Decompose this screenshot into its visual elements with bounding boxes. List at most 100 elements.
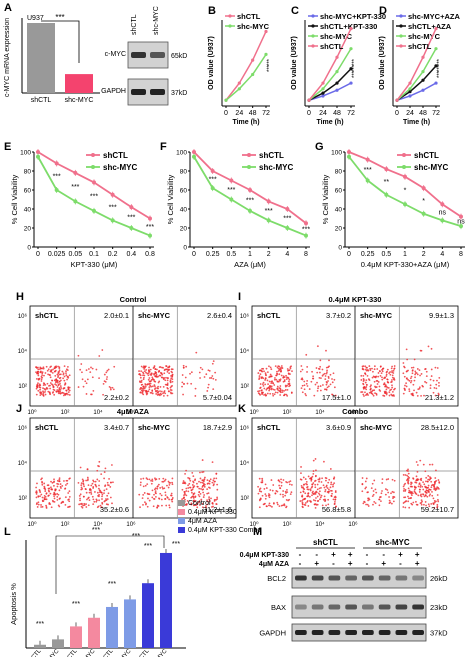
- blot-band: [412, 630, 424, 635]
- scatter-dot: [393, 388, 395, 391]
- scatter-dot: [40, 378, 43, 381]
- scatter-dot: [106, 484, 109, 486]
- scatter-dot: [140, 478, 142, 480]
- scatter-dot: [61, 484, 64, 487]
- scatter-dot: [288, 498, 291, 501]
- scatter-dot: [68, 495, 71, 498]
- x-tick-label: 10²: [283, 410, 292, 416]
- scatter-dot: [437, 392, 440, 395]
- scatter-dot: [306, 385, 309, 387]
- legend-entry: shCTL: [408, 42, 432, 51]
- scatter-dot: [413, 389, 415, 392]
- blot-group-label: shc-MYC: [375, 538, 409, 547]
- scatter-dot: [416, 464, 419, 466]
- scatter-dot: [168, 504, 171, 507]
- scatter-dot: [392, 369, 395, 372]
- scatter-dot: [94, 483, 97, 486]
- scatter-dot: [212, 505, 214, 508]
- scatter-dot: [202, 484, 205, 487]
- scatter-dot: [63, 387, 66, 389]
- scatter-dot: [147, 390, 150, 393]
- x-tick-label: 1: [248, 251, 252, 258]
- scatter-dot: [56, 379, 59, 382]
- scatter-dot: [182, 393, 184, 396]
- scatter-dot: [140, 365, 143, 368]
- scatter-dot: [92, 498, 95, 501]
- sig-marker: ***: [352, 70, 358, 78]
- scatter-dot: [280, 481, 283, 484]
- scatter-dot: [373, 479, 376, 482]
- scatter-dot: [429, 477, 432, 480]
- data-point: [421, 211, 426, 216]
- sig-marker: ***: [437, 70, 443, 78]
- series-line-2: [308, 48, 352, 101]
- scatter-dot: [334, 501, 336, 503]
- scatter-dot: [305, 353, 308, 356]
- scatter-dot: [79, 499, 81, 502]
- scatter-dot: [317, 385, 320, 388]
- blot-size-label: 23kD: [430, 603, 448, 612]
- scatter-dot: [328, 365, 330, 368]
- scatter-dot: [163, 391, 166, 393]
- scatter-dot: [300, 472, 302, 475]
- scatter-dot: [207, 500, 209, 503]
- scatter-dot: [166, 496, 169, 499]
- scatter-dot: [151, 376, 154, 379]
- sig-marker: ***: [283, 216, 291, 223]
- panel-letter-L: L: [4, 526, 11, 538]
- sig-marker: ***: [267, 64, 273, 72]
- bar-0: [27, 23, 55, 93]
- scatter-dot: [157, 505, 160, 507]
- scatter-dot: [407, 491, 410, 494]
- scatter-dot: [415, 503, 418, 506]
- scatter-dot: [148, 380, 151, 383]
- scatter-dot: [148, 369, 150, 372]
- scatter-dot: [154, 380, 157, 383]
- scatter-dot: [314, 499, 317, 502]
- scatter-dot: [184, 493, 186, 496]
- scatter-dot: [435, 383, 438, 386]
- scatter-dot: [55, 380, 57, 383]
- scatter-dot: [87, 368, 90, 370]
- scatter-dot: [421, 500, 423, 503]
- bar-3-0: [142, 583, 154, 648]
- scatter-dot: [192, 493, 195, 496]
- sig-marker: ***: [437, 64, 443, 72]
- x-tick-label: 10²: [61, 410, 70, 416]
- scatter-dot: [57, 383, 60, 386]
- x-tick-label: 0.5: [381, 251, 391, 258]
- scatter-dot: [65, 372, 67, 375]
- scatter-dot: [265, 487, 268, 489]
- scatter-dot: [282, 376, 285, 379]
- blot-row-label: BAX: [271, 603, 286, 612]
- data-point: [264, 29, 268, 34]
- scatter-dot: [375, 393, 378, 396]
- y-tick-label: 10²: [240, 496, 249, 502]
- scatter-dot: [280, 504, 283, 507]
- scatter-dot: [167, 377, 169, 380]
- legend-swatch-dot: [399, 34, 403, 38]
- scatter-dot: [284, 384, 287, 387]
- scatter-dot: [286, 481, 289, 484]
- scatter-dot: [372, 370, 374, 373]
- data-point: [347, 150, 351, 154]
- scatter-dot: [215, 473, 218, 475]
- blot-col-label: shCTL: [131, 14, 138, 35]
- blot-band: [378, 604, 391, 610]
- scatter-dot: [58, 386, 61, 389]
- scatter-dot: [385, 373, 388, 376]
- blot-band: [150, 89, 165, 95]
- scatter-dot: [431, 483, 434, 486]
- scatter-dot: [138, 493, 141, 496]
- x-tick-label: 48: [249, 110, 257, 117]
- sig-marker: ***: [90, 194, 98, 201]
- data-point: [54, 188, 59, 192]
- flow-sample-label: shCTL: [257, 311, 281, 320]
- scatter-dot: [142, 493, 145, 496]
- sig-marker: ***: [246, 197, 254, 204]
- scatter-dot: [59, 385, 62, 387]
- scatter-dot: [171, 392, 174, 395]
- x-tick-label: 24: [235, 110, 243, 117]
- x-tick-label: 0: [36, 251, 40, 258]
